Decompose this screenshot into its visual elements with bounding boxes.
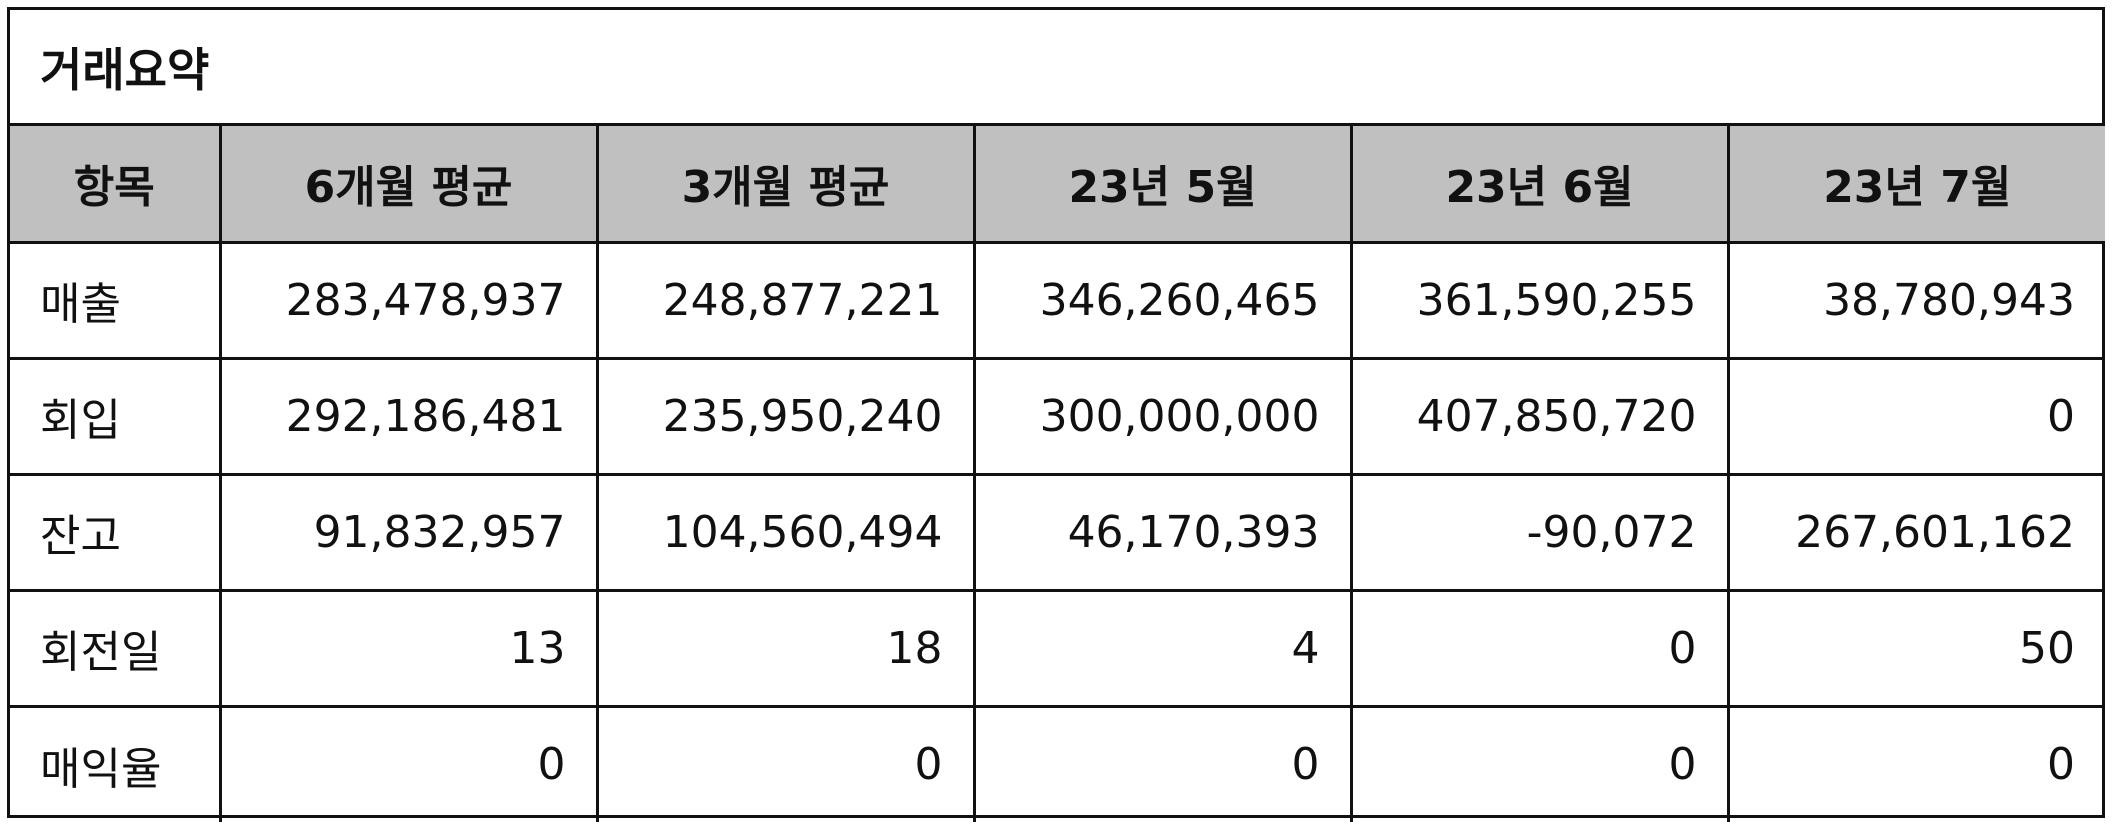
row-label: 잔고 [10,472,222,592]
table-cell: 283,478,937 [218,240,599,360]
table-cell: 292,186,481 [218,356,599,476]
header-6month-avg: 6개월 평균 [218,126,599,244]
table-cell: 0 [1349,704,1730,822]
header-3month-avg: 3개월 평균 [595,126,976,244]
table-cell: 104,560,494 [595,472,976,592]
table-cell: 46,170,393 [972,472,1353,592]
table-cell: 0 [595,704,976,822]
table-row: 매익율 0 0 0 0 0 [10,704,2105,822]
table-row: 매출 283,478,937 248,877,221 346,260,465 3… [10,240,2105,360]
table-row: 회전일 13 18 4 0 50 [10,588,2105,708]
table-cell: 4 [972,588,1353,708]
row-label: 회입 [10,356,222,476]
table-cell: 0 [1726,356,2105,476]
table-cell: 0 [218,704,599,822]
table-cell: 0 [1349,588,1730,708]
table-cell: -90,072 [1349,472,1730,592]
row-label: 매출 [10,240,222,360]
table-cell: 13 [218,588,599,708]
table-cell: 0 [972,704,1353,822]
table-cell: 361,590,255 [1349,240,1730,360]
sheet-title: 거래요약 [10,10,2102,126]
table-cell: 407,850,720 [1349,356,1730,476]
transaction-summary-sheet: 거래요약 항목 6개월 평균 3개월 평균 23년 5월 23년 6월 23년 … [7,7,2105,822]
table-cell: 91,832,957 [218,472,599,592]
header-2023-jun: 23년 6월 [1349,126,1730,244]
row-label: 회전일 [10,588,222,708]
table-cell: 267,601,162 [1726,472,2105,592]
table-cell: 0 [1726,704,2105,822]
table-cell: 300,000,000 [972,356,1353,476]
header-item: 항목 [10,126,222,244]
table-cell: 248,877,221 [595,240,976,360]
table-cell: 18 [595,588,976,708]
table-cell: 38,780,943 [1726,240,2105,360]
summary-table: 항목 6개월 평균 3개월 평균 23년 5월 23년 6월 23년 7월 매출… [10,126,2105,822]
row-label: 매익율 [10,704,222,822]
table-cell: 235,950,240 [595,356,976,476]
table-cell: 346,260,465 [972,240,1353,360]
table-row: 잔고 91,832,957 104,560,494 46,170,393 -90… [10,472,2105,592]
header-2023-jul: 23년 7월 [1726,126,2105,244]
table-cell: 50 [1726,588,2105,708]
table-row: 회입 292,186,481 235,950,240 300,000,000 4… [10,356,2105,476]
header-2023-may: 23년 5월 [972,126,1353,244]
header-row: 항목 6개월 평균 3개월 평균 23년 5월 23년 6월 23년 7월 [10,126,2105,244]
